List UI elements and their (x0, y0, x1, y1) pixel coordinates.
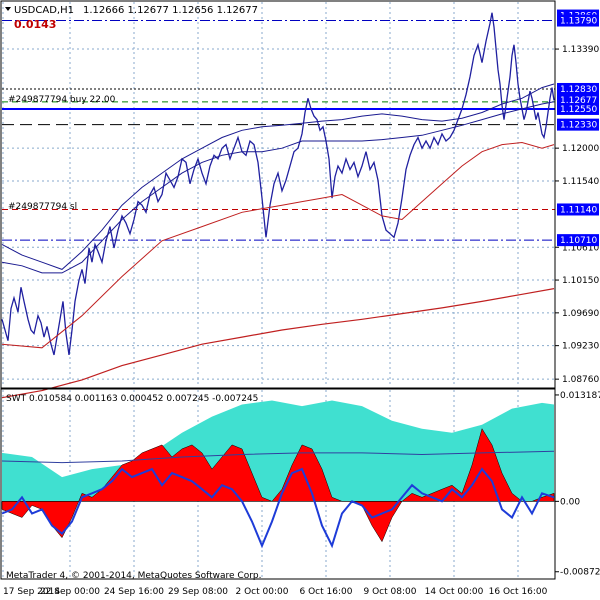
price-tag-label: 1.12677 (560, 96, 597, 106)
price-tag (557, 82, 599, 95)
price-tick-label: 1.08760 (562, 375, 599, 385)
dropdown-arrow-icon[interactable] (5, 7, 11, 11)
price-tag-label: 1.11140 (560, 205, 597, 215)
price-tag-label: 1.12330 (560, 121, 597, 131)
price-tag-label: 1.12830 (560, 85, 597, 95)
swt-signal-line (1, 467, 555, 549)
price-tick-label: 1.13390 (562, 45, 599, 55)
price-tag-label: 1.10710 (560, 236, 597, 246)
price-tag (557, 203, 599, 216)
time-tick-label: 6 Oct 16:00 (300, 587, 353, 597)
swt-envelope-line (1, 450, 555, 464)
price-tag (557, 102, 599, 115)
sl-order-label: #249877794 sl (8, 202, 77, 212)
time-tick-label: 2 Oct 00:00 (236, 587, 289, 597)
copyright-label: MetaTrader 4, © 2001-2014, MetaQuotes So… (6, 571, 262, 581)
time-tick-label: 22 Sep 00:00 (40, 587, 100, 597)
price-tag-label: 1.12550 (560, 105, 597, 115)
price-tag-label: 1.13790 (560, 17, 597, 27)
price-tag (557, 118, 599, 131)
price-tick-label: 1.09230 (562, 342, 599, 352)
swt-tick-label: 0.00 (560, 497, 580, 507)
time-tick-label: 29 Sep 08:00 (168, 587, 228, 597)
time-tick-label: 14 Oct 00:00 (425, 587, 484, 597)
time-tick-label: 17 Sep 2014 (3, 587, 60, 597)
price-tag (557, 93, 599, 106)
time-tick-label: 9 Oct 08:00 (364, 587, 417, 597)
pips-label: 0.0143 (14, 18, 56, 31)
swt-plot (1, 400, 555, 549)
price-tick-label: 1.10610 (562, 243, 599, 253)
price-axis: 1.13390 1.12000 1.11540 1.10610 1.10150 1.096… (555, 9, 600, 578)
main-plot (1, 12, 555, 399)
series-band (1, 83, 555, 270)
price-tag (557, 234, 599, 247)
price-tick-label: 1.09690 (562, 309, 599, 319)
swt-tick-label: 0.013187 (560, 391, 600, 401)
swt-title: SWT 0.010584 0.001163 0.000452 0.007245 … (6, 394, 258, 404)
grid (2, 2, 555, 578)
price-tag (557, 14, 599, 27)
main-frame (0, 0, 556, 389)
price-tick-label: 1.10150 (562, 276, 599, 286)
swt-frame (0, 388, 556, 580)
ohlc-label: 1.12666 1.12677 1.12656 1.12677 (83, 5, 258, 16)
buy-order-label: #249877794 buy 22.00 (8, 95, 116, 105)
price-tick-label: 1.12000 (562, 144, 599, 154)
time-tick-label: 24 Sep 16:00 (104, 587, 164, 597)
time-tick-label: 16 Oct 16:00 (489, 587, 548, 597)
price-tick-label: 1.11540 (562, 177, 599, 187)
series-ma-fast (1, 141, 555, 349)
swt-tick-label: -0.008725 (560, 568, 600, 578)
symbol-label: USDCAD,H1 (14, 5, 74, 16)
series-ma-slow (1, 288, 555, 399)
series-band (1, 101, 555, 274)
